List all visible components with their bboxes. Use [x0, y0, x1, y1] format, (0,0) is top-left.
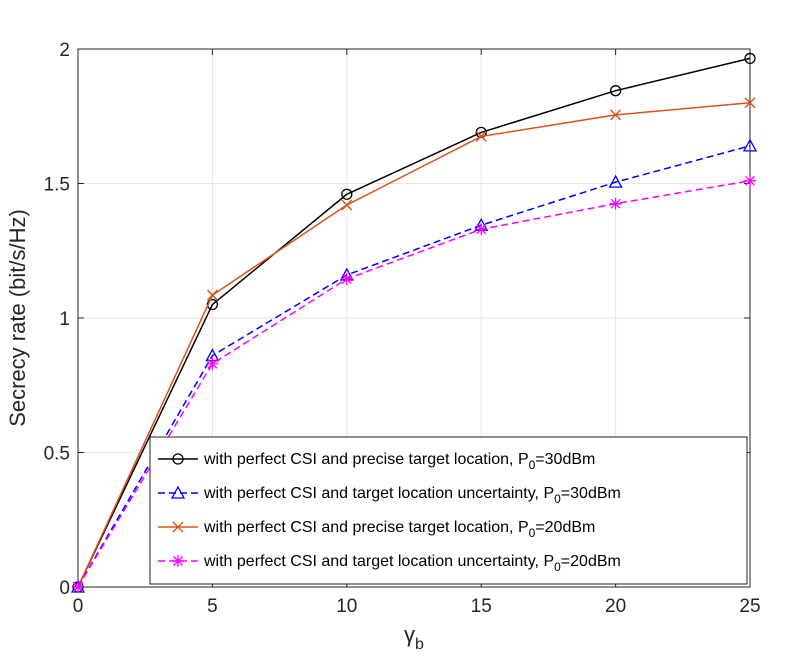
legend-entry: with perfect CSI and precise target loca…: [203, 451, 595, 472]
legend-marker: [172, 521, 184, 533]
series-4-point: [744, 174, 756, 187]
y-axis-label: Secrecy rate (bit/s/Hz): [5, 209, 30, 427]
series-3-point: [610, 109, 622, 121]
series-4-point: [206, 357, 219, 370]
y-tick-label: 2: [59, 40, 70, 61]
series-1-point: [609, 85, 622, 97]
series-4-point: [609, 197, 622, 210]
x-tick-label: 0: [73, 596, 84, 617]
series-4-point: [72, 581, 84, 593]
series-4: [72, 174, 756, 593]
series-2-line: [77, 145, 751, 588]
series-3-point: [341, 199, 353, 211]
y-tick-label: 0: [59, 578, 70, 599]
series-3-point: [475, 130, 487, 142]
series-4-point: [340, 272, 353, 285]
legend-marker: [172, 453, 184, 465]
x-tick-label: 10: [336, 596, 357, 617]
axis-labels: Secrecy rate (bit/s/Hz) γb: [5, 209, 424, 653]
x-axis-label-symbol: γ: [404, 622, 415, 647]
series-3-point: [206, 289, 218, 301]
series-2-point: [742, 138, 758, 152]
series-1-line: [77, 57, 751, 588]
x-axis-label: γb: [404, 622, 424, 653]
legend-entry: with perfect CSI and target location unc…: [203, 553, 621, 574]
series-4-point: [475, 223, 488, 236]
legend: with perfect CSI and precise target loca…: [149, 436, 748, 585]
series-1-point: [341, 188, 353, 200]
series-2-point: [608, 174, 623, 188]
y-tick-label: 0.5: [44, 444, 70, 465]
legend-entry: with perfect CSI and target location unc…: [203, 485, 621, 506]
legend-box: [149, 436, 748, 585]
x-tick-label: 15: [471, 596, 492, 617]
series-1-point: [744, 52, 756, 65]
legend-marker: [172, 555, 184, 567]
legend-marker: [170, 485, 186, 499]
series-3-point: [744, 97, 756, 109]
x-tick-label: 5: [207, 596, 218, 617]
y-tick-label: 1.5: [44, 175, 70, 196]
x-axis-label-subscript: b: [415, 636, 424, 653]
x-tick-label: 20: [605, 596, 626, 617]
legend-entry: with perfect CSI and precise target loca…: [203, 519, 595, 540]
series-3-line: [77, 102, 751, 588]
data-series: [70, 52, 758, 593]
x-tick-label: 25: [739, 596, 760, 617]
y-tick-label: 1: [59, 309, 70, 330]
